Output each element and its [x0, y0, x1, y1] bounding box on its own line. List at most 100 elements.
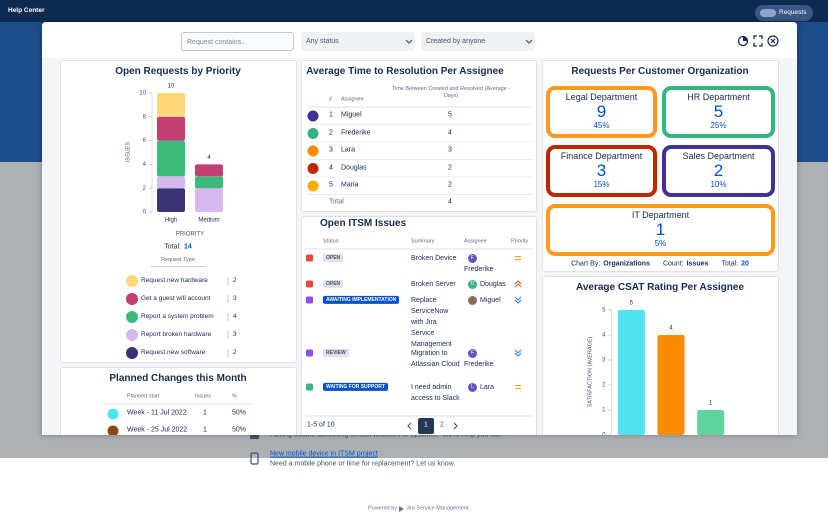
- issue-summary[interactable]: Replace ServiceNow with Jira Service Man…: [411, 297, 452, 348]
- resolution-days: 5: [448, 111, 452, 119]
- help-text: Having trouble accessing certain website…: [270, 431, 502, 439]
- planned-share: 50%: [232, 426, 247, 434]
- search-input[interactable]: Request contains...: [181, 32, 294, 51]
- tile-share: 45%: [593, 120, 610, 130]
- issue-summary[interactable]: Migration to Atlassian Cloud: [411, 350, 460, 368]
- planned-share: 50%: [232, 409, 247, 417]
- close-icon[interactable]: [767, 35, 779, 47]
- modal-header: [42, 22, 797, 58]
- request-description: Need a mobile phone or time for replacem…: [270, 460, 456, 468]
- row-index: 2: [329, 129, 333, 137]
- column-header: Time Between Created and Resolved (Avera…: [391, 86, 511, 99]
- total-label: Total: [329, 198, 344, 206]
- tile-name: Finance Department: [560, 151, 643, 162]
- requests-label: Requests: [779, 8, 807, 16]
- issue-assignee: Miguel: [464, 295, 508, 306]
- status-filter[interactable]: Any status: [301, 32, 415, 51]
- assignee-name: Douglas: [341, 164, 367, 172]
- column-header: #: [329, 96, 333, 103]
- assignee-name: Miguel: [480, 297, 501, 304]
- site-title[interactable]: Help Center: [8, 6, 45, 14]
- tile-name: Legal Department: [565, 92, 638, 103]
- issue-assignee: F Frederike: [464, 348, 508, 370]
- brand-icon: [399, 506, 404, 512]
- organization-tile: HR Department 5 25%: [662, 86, 775, 138]
- issue-assignee: F Frederike: [464, 253, 508, 275]
- tile-count: 3: [596, 161, 607, 181]
- request-link[interactable]: New mobile device in ITSM project: [270, 450, 378, 458]
- panel-csat: [542, 276, 779, 435]
- column-header: Assignee: [464, 238, 487, 245]
- footer-label: Count:: [662, 260, 684, 268]
- planned-week: Week - 25 Jul 2022: [127, 426, 188, 434]
- planned-issues: 1: [203, 426, 207, 434]
- legend-label: Request new hardware: [141, 276, 208, 284]
- avatar: D: [468, 279, 477, 289]
- legend-label: Report a system problem: [141, 312, 214, 320]
- status-lozenge: REVIEW: [323, 348, 349, 358]
- tile-count: 2: [713, 161, 724, 181]
- total-value: 4: [448, 198, 452, 206]
- organization-tile: IT Department 1 5%: [546, 204, 775, 256]
- total-label: Total:: [164, 243, 181, 251]
- total-value: 14: [183, 243, 192, 251]
- column-header: Assignee: [341, 96, 364, 103]
- row-index: 5: [329, 181, 333, 189]
- tile-name: HR Department: [687, 92, 750, 103]
- resolution-days: 3: [448, 146, 452, 154]
- issue-assignee: L Lara: [464, 382, 508, 393]
- issue-summary[interactable]: Broken Device: [411, 255, 457, 262]
- issue-summary[interactable]: Broken Server: [411, 281, 456, 288]
- organization-footer: Chart By: Organizations Count: Issues Total:…: [571, 261, 749, 270]
- legend-count: 3: [233, 294, 237, 302]
- tile-count: 5: [713, 102, 724, 122]
- avatar: [468, 295, 477, 305]
- avatar: L: [468, 382, 477, 392]
- creator-filter[interactable]: Created by anyone: [421, 32, 535, 51]
- dashboard-modal: Request contains... Any status Created b…: [42, 22, 797, 435]
- footer-value: Issues: [686, 260, 709, 268]
- assignee-name: Frederike: [341, 129, 371, 137]
- header-icons: [405, 35, 779, 47]
- chart-title: Average CSAT Rating Per Assignee: [575, 281, 745, 293]
- legend-count: 2: [233, 276, 237, 284]
- legend-count: 2: [233, 348, 237, 356]
- page-number[interactable]: 1: [424, 421, 428, 429]
- panel-title: Open ITSM Issues: [320, 217, 407, 229]
- status-lozenge: AWAITING IMPLEMENTATION: [323, 295, 400, 305]
- assignee-name: Lara: [341, 146, 356, 154]
- tile-share: 25%: [710, 120, 727, 130]
- brand: Jira Service Management: [406, 505, 469, 512]
- requests-button[interactable]: Requests: [755, 5, 813, 21]
- fullscreen-icon[interactable]: [753, 35, 763, 47]
- total-line: Total: 14: [164, 244, 192, 253]
- row-index: 4: [329, 164, 333, 172]
- planned-week: Week - 11 Jul 2022: [127, 409, 187, 417]
- footer-value: Organizations: [603, 260, 650, 268]
- legend-count: 3: [233, 330, 237, 338]
- assignee-name: Frederike: [464, 266, 494, 273]
- issue-summary[interactable]: I need admin access to Slack: [411, 384, 460, 402]
- organization-tile: Finance Department 3 15%: [546, 145, 657, 197]
- row-index: 1: [329, 111, 333, 119]
- powered-by: Powered by: [368, 505, 398, 512]
- requests-badge: [760, 9, 776, 17]
- resolution-days: 2: [448, 164, 452, 172]
- tile-share: 10%: [710, 179, 727, 189]
- legend-label: Request new software: [141, 348, 206, 356]
- planned-issues: 1: [203, 409, 207, 417]
- tile-count: 9: [596, 102, 607, 122]
- assignee-name: Douglas: [480, 281, 506, 288]
- page-number[interactable]: 2: [440, 421, 444, 429]
- resolution-days: 4: [448, 129, 452, 137]
- avatar: F: [468, 253, 477, 263]
- column-header: Priority: [511, 238, 529, 245]
- tile-share: 5%: [654, 238, 667, 248]
- tile-share: 15%: [593, 179, 610, 189]
- legend-label: Get a guest wifi account: [141, 294, 211, 302]
- pagination-range: 1-5 of 10: [307, 421, 335, 429]
- status-lozenge: OPEN: [323, 253, 344, 263]
- assignee-name: Maria: [341, 181, 359, 189]
- panel-title: Average Time to Resolution Per Assignee: [306, 65, 504, 77]
- column-header: Planned start: [127, 393, 160, 400]
